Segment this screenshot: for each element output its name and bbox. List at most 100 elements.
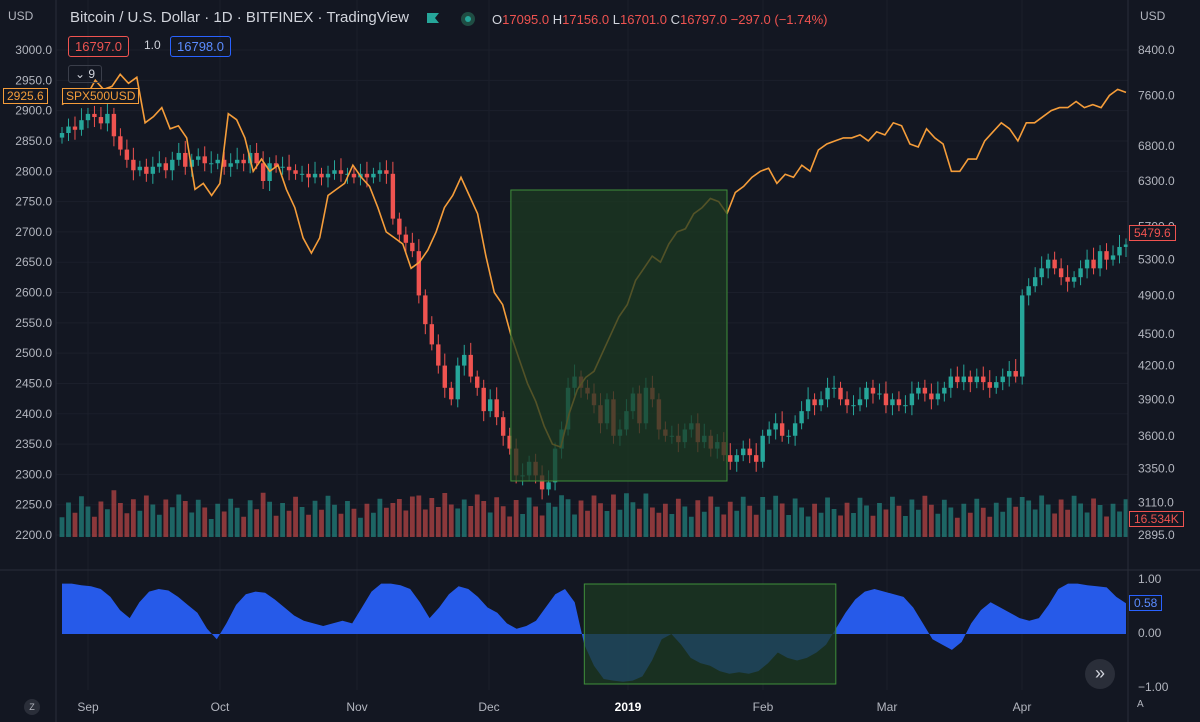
volume-bar <box>779 503 785 537</box>
candle-body <box>306 173 311 178</box>
volume-bar <box>345 501 350 537</box>
volume-bar <box>604 511 610 537</box>
candle-body <box>487 399 493 412</box>
right-tick-label: 2895.0 <box>1138 528 1175 542</box>
candle-body <box>157 163 162 167</box>
volume-bar <box>383 507 389 537</box>
volume-bar <box>1091 498 1096 537</box>
volume-bar <box>98 501 104 537</box>
volume-bar <box>792 498 798 537</box>
volume-bar <box>909 499 915 537</box>
volume-bar <box>773 495 779 537</box>
candle-body <box>1084 259 1090 269</box>
candle-body <box>196 156 201 160</box>
volume-bar <box>124 513 130 537</box>
sell-price-button[interactable]: 16797.0 <box>68 36 129 57</box>
volume-bar <box>630 502 636 537</box>
candle-body <box>974 376 979 383</box>
volume-bar <box>403 510 409 537</box>
candle-body <box>994 382 999 388</box>
candle-body <box>747 448 752 456</box>
candle-body <box>728 455 733 462</box>
candle-body <box>1019 295 1025 377</box>
candle-body <box>234 159 240 164</box>
volume-bar <box>552 506 558 537</box>
volume-bar <box>572 514 577 537</box>
candle-body <box>312 173 318 178</box>
volume-bar <box>857 497 863 537</box>
buy-price-button[interactable]: 16798.0 <box>170 36 231 57</box>
right-currency-label[interactable]: USD <box>1140 9 1166 23</box>
candle-body <box>397 218 402 235</box>
left-tick-label: 2650.0 <box>15 255 52 269</box>
left-currency-label[interactable]: USD <box>8 9 34 23</box>
volume-bar <box>812 503 817 537</box>
candle-body <box>325 173 331 178</box>
time-tick-label: Sep <box>77 700 99 714</box>
correlation-area <box>62 583 1126 682</box>
candle-body <box>293 170 298 174</box>
right-tick-label: 4500.0 <box>1138 327 1175 341</box>
volume-bar <box>559 495 564 537</box>
volume-bar <box>59 517 65 537</box>
left-tick-label: 2500.0 <box>15 346 52 360</box>
volume-bar <box>747 505 753 537</box>
candle-body <box>241 159 246 164</box>
green-flag-icon[interactable] <box>426 13 440 24</box>
volume-bar <box>92 516 97 537</box>
volume-bar <box>422 509 428 537</box>
volume-bar <box>468 506 474 537</box>
candle-body <box>935 393 941 400</box>
volume-bar <box>870 515 876 537</box>
candle-body <box>189 159 194 167</box>
volume-bar <box>494 497 500 537</box>
candle-body <box>209 163 214 165</box>
candle-body <box>909 393 915 406</box>
volume-bar <box>442 493 448 537</box>
candle-body <box>779 423 785 436</box>
spx-symbol-tag[interactable]: SPX500USD <box>62 88 140 104</box>
volume-bar <box>967 512 973 537</box>
volume-bar <box>241 516 247 537</box>
volume-bar <box>585 510 590 537</box>
a-icon[interactable]: A <box>1137 699 1144 710</box>
right-tick-label: 3900.0 <box>1138 392 1175 406</box>
volume-bar <box>980 507 986 537</box>
volume-bar <box>961 503 967 537</box>
volume-bar <box>578 500 584 537</box>
candle-body <box>507 435 512 449</box>
candle-body <box>929 393 934 400</box>
volume-bar <box>273 515 279 537</box>
left-tick-label: 2900.0 <box>15 104 52 118</box>
candle-body <box>883 393 889 406</box>
candle-body <box>260 163 266 181</box>
spread-value: 1.0 <box>144 38 161 52</box>
volume-bar <box>935 513 941 537</box>
volume-bar <box>481 501 487 537</box>
candle-body <box>144 166 149 174</box>
volume-bar <box>831 509 837 537</box>
volume-bar <box>701 511 707 537</box>
double-chevron-right-icon[interactable]: » <box>1085 659 1115 689</box>
candle-body <box>942 387 947 394</box>
volume-bar <box>682 506 688 537</box>
volume-bar <box>254 509 260 537</box>
volume-bar <box>766 509 772 537</box>
volume-bar <box>487 512 493 537</box>
indicator-collapse-toggle[interactable]: ⌄ 9 <box>68 65 103 83</box>
candle-body <box>877 393 882 395</box>
right-tick-label: 3350.0 <box>1138 462 1175 476</box>
volume-bar <box>818 512 824 537</box>
volume-bar <box>669 514 675 537</box>
candle-body <box>202 156 207 164</box>
candle-body <box>273 163 279 167</box>
candle-body <box>922 387 928 394</box>
candle-body <box>170 159 175 171</box>
z-icon[interactable]: Z <box>24 699 40 715</box>
symbol-title[interactable]: Bitcoin / U.S. Dollar · 1D · BITFINEX · … <box>70 9 409 26</box>
candle-body <box>857 399 863 406</box>
candle-body <box>1104 251 1109 260</box>
candle-body <box>442 365 447 388</box>
volume-bar <box>396 499 402 537</box>
